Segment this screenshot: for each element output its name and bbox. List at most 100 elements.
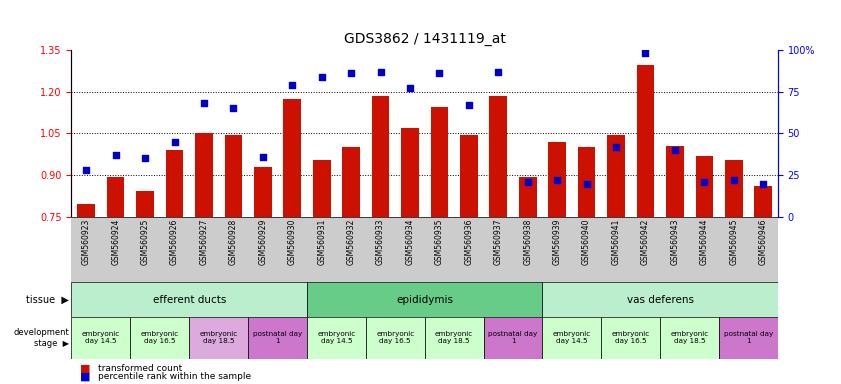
- Point: [344, 70, 357, 76]
- Text: postnatal day
1: postnatal day 1: [724, 331, 773, 344]
- Bar: [130, 317, 189, 359]
- Point: [373, 69, 387, 75]
- Point: [550, 177, 563, 183]
- Point: [197, 100, 210, 106]
- Text: GSM560935: GSM560935: [435, 219, 444, 265]
- Bar: [542, 282, 778, 317]
- Bar: [195, 134, 213, 217]
- Text: embryonic
day 16.5: embryonic day 16.5: [140, 331, 179, 344]
- Bar: [283, 99, 301, 217]
- Text: GSM560940: GSM560940: [582, 219, 591, 265]
- Text: epididymis: epididymis: [396, 295, 453, 305]
- Text: GSM560926: GSM560926: [170, 219, 179, 265]
- Point: [403, 85, 416, 91]
- Text: GSM560929: GSM560929: [258, 219, 267, 265]
- Text: embryonic
day 18.5: embryonic day 18.5: [435, 331, 473, 344]
- Bar: [71, 217, 778, 282]
- Bar: [77, 204, 95, 217]
- Text: GSM560933: GSM560933: [376, 219, 385, 265]
- Bar: [107, 177, 124, 217]
- Point: [138, 156, 151, 162]
- Text: GSM560942: GSM560942: [641, 219, 650, 265]
- Text: vas deferens: vas deferens: [627, 295, 694, 305]
- Text: embryonic
day 14.5: embryonic day 14.5: [317, 331, 356, 344]
- Bar: [189, 317, 248, 359]
- Text: embryonic
day 16.5: embryonic day 16.5: [611, 331, 650, 344]
- Bar: [660, 317, 719, 359]
- Point: [315, 74, 328, 80]
- Bar: [166, 150, 183, 217]
- Point: [521, 179, 534, 185]
- Bar: [313, 160, 331, 217]
- Text: embryonic
day 14.5: embryonic day 14.5: [553, 331, 591, 344]
- Text: ■: ■: [80, 364, 90, 374]
- Text: GSM560944: GSM560944: [700, 219, 709, 265]
- Text: tissue  ▶: tissue ▶: [26, 295, 69, 305]
- Text: GSM560928: GSM560928: [229, 219, 238, 265]
- Text: embryonic
day 18.5: embryonic day 18.5: [199, 331, 238, 344]
- Point: [668, 147, 681, 153]
- Point: [256, 154, 269, 160]
- Bar: [460, 135, 478, 217]
- Point: [226, 105, 240, 111]
- Text: postnatal day
1: postnatal day 1: [253, 331, 302, 344]
- Text: ■: ■: [80, 371, 90, 381]
- Bar: [489, 96, 507, 217]
- Bar: [71, 317, 130, 359]
- Text: postnatal day
1: postnatal day 1: [489, 331, 537, 344]
- Bar: [754, 186, 772, 217]
- Point: [79, 167, 93, 173]
- Point: [756, 180, 770, 187]
- Text: GSM560923: GSM560923: [82, 219, 91, 265]
- Text: GSM560932: GSM560932: [346, 219, 356, 265]
- Bar: [372, 96, 389, 217]
- Text: GSM560925: GSM560925: [140, 219, 150, 265]
- Text: GSM560943: GSM560943: [670, 219, 680, 265]
- Text: GSM560936: GSM560936: [464, 219, 473, 265]
- Bar: [637, 65, 654, 217]
- Text: efferent ducts: efferent ducts: [152, 295, 226, 305]
- Bar: [425, 317, 484, 359]
- Point: [697, 179, 711, 185]
- Bar: [719, 317, 778, 359]
- Bar: [307, 282, 542, 317]
- Text: GSM560945: GSM560945: [729, 219, 738, 265]
- Bar: [254, 167, 272, 217]
- Text: development
stage  ▶: development stage ▶: [13, 328, 69, 348]
- Point: [167, 139, 181, 145]
- Bar: [307, 317, 366, 359]
- Bar: [71, 282, 307, 317]
- Text: embryonic
day 16.5: embryonic day 16.5: [376, 331, 415, 344]
- Text: embryonic
day 18.5: embryonic day 18.5: [670, 331, 709, 344]
- Text: GSM560927: GSM560927: [199, 219, 209, 265]
- Text: GSM560931: GSM560931: [317, 219, 326, 265]
- Bar: [342, 147, 360, 217]
- Bar: [666, 146, 684, 217]
- Bar: [578, 147, 595, 217]
- Bar: [548, 142, 566, 217]
- Text: GSM560934: GSM560934: [405, 219, 415, 265]
- Bar: [248, 317, 307, 359]
- Bar: [607, 135, 625, 217]
- Bar: [519, 177, 537, 217]
- Text: embryonic
day 14.5: embryonic day 14.5: [82, 331, 120, 344]
- Text: GSM560938: GSM560938: [523, 219, 532, 265]
- Point: [491, 69, 505, 75]
- Bar: [696, 156, 713, 217]
- Bar: [225, 135, 242, 217]
- Bar: [542, 317, 601, 359]
- Bar: [484, 317, 542, 359]
- Text: GSM560924: GSM560924: [111, 219, 120, 265]
- Bar: [136, 190, 154, 217]
- Text: GSM560941: GSM560941: [611, 219, 621, 265]
- Text: GSM560939: GSM560939: [553, 219, 562, 265]
- Point: [609, 144, 622, 150]
- Bar: [601, 317, 660, 359]
- Point: [727, 177, 740, 183]
- Text: transformed count: transformed count: [98, 364, 182, 373]
- Text: GSM560930: GSM560930: [288, 219, 297, 265]
- Point: [285, 82, 299, 88]
- Bar: [401, 128, 419, 217]
- Point: [108, 152, 123, 158]
- Point: [462, 102, 475, 108]
